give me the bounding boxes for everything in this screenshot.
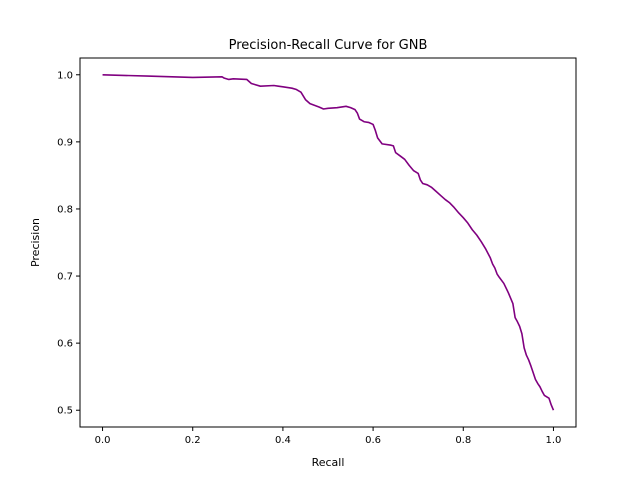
y-tick-label: 1.0 bbox=[57, 70, 73, 81]
x-tick-label: 0.4 bbox=[275, 435, 291, 446]
y-tick-label: 0.5 bbox=[57, 406, 73, 417]
x-tick-label: 0.0 bbox=[95, 435, 111, 446]
x-axis-label: Recall bbox=[312, 456, 345, 469]
plot-layer bbox=[102, 73, 555, 411]
x-tick-label: 1.0 bbox=[546, 435, 562, 446]
y-tick-label: 0.7 bbox=[57, 272, 73, 283]
plot-area-frame bbox=[79, 57, 577, 428]
chart-title: Precision-Recall Curve for GNB bbox=[229, 38, 428, 53]
y-axis-label: Precision bbox=[29, 218, 42, 267]
x-tick-label: 0.6 bbox=[365, 435, 381, 446]
precision-recall-curve bbox=[102, 73, 555, 411]
y-tick-label: 0.9 bbox=[57, 137, 73, 148]
y-tick-label: 0.8 bbox=[57, 204, 73, 215]
x-tick-label: 0.8 bbox=[455, 435, 471, 446]
y-tick-label: 0.6 bbox=[57, 339, 73, 350]
ticks-layer: 0.0 0.2 0.4 0.6 0.8 1.0 0.5 0.6 0.7 0.8 0.9 1.0 bbox=[57, 70, 561, 446]
x-tick-label: 0.2 bbox=[185, 435, 201, 446]
